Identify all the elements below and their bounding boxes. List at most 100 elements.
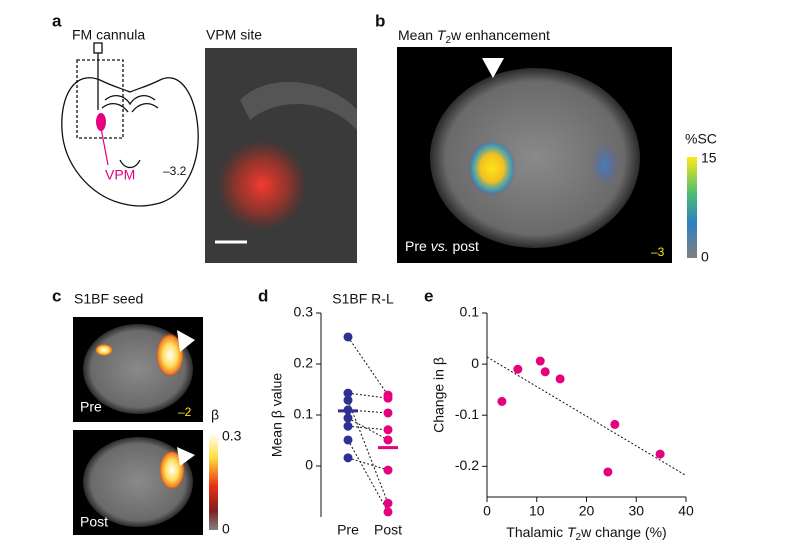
x-tick-label: 30 [628,503,644,519]
y-tick-label: 0.3 [294,304,314,320]
coordinate: –2 [178,405,192,419]
brain-slice [430,68,640,248]
enhancement-blob [591,143,619,187]
region-label: VPM [105,167,135,183]
red-glow [217,140,307,230]
text-part: post [449,238,479,254]
colorbar-title: β [211,407,219,423]
panel-label: e [424,286,433,305]
text-part: vs. [431,238,449,254]
dot [343,435,353,445]
y-axis-label: Mean β value [269,373,285,458]
point [655,449,665,459]
x-axis-label: Thalamic T2w change (%) [506,524,666,543]
text-part: w enhancement [450,27,550,43]
panel-label: c [52,286,61,305]
panel-title: Mean T2w enhancement [398,27,550,46]
point [540,367,550,377]
colorbar [687,157,697,258]
pair-line [347,400,389,504]
y-tick-label: -0.2 [455,457,479,473]
pair-line [347,425,389,431]
pair-line [347,336,389,396]
panel-label: a [52,11,62,30]
enhancement-blob [468,140,516,196]
colorbar-tick: 0 [701,249,709,265]
panel-title: S1BF seed [74,291,143,307]
seed-activation [159,450,185,490]
x-tick-label: Post [374,522,402,538]
pair-line [347,392,389,399]
y-tick-label: 0 [305,457,313,473]
y-tick-label: -0.1 [455,406,479,422]
dot [343,405,353,415]
dot [343,388,353,398]
point [497,396,507,406]
y-axis-label: Change in β [431,357,447,433]
pair-line [347,439,389,513]
arrowhead [177,447,195,466]
dot [383,425,393,435]
vpm-region [96,113,106,131]
schematic-title: FM cannula [72,27,145,43]
image-caption: Pre vs. post [405,238,479,254]
panel-label: d [258,286,268,305]
x-tick-label: Pre [337,522,359,538]
text-part: 2 [576,532,582,543]
dot [383,498,393,508]
arrowhead [177,330,195,352]
dot [343,453,353,463]
text-part: Mean [398,27,437,43]
x-tick-label: 20 [579,503,595,519]
coordinate: –3 [651,245,665,259]
text-part: 2 [445,35,451,46]
colorbar [209,433,218,530]
text-part: Pre [405,238,431,254]
dot [343,413,353,423]
panel-label: b [375,11,385,30]
colorbar-tick: 0 [222,521,230,537]
colorbar-tick: 0.3 [222,428,242,444]
y-tick-label: 0.1 [460,304,480,320]
point [555,374,565,384]
dot [343,421,353,431]
point [535,356,545,366]
coordinate: –3.2 [163,164,187,178]
y-tick-label: 0.2 [294,355,314,371]
text-part: w change (%) [580,524,667,540]
x-tick-label: 10 [529,503,545,519]
dot [343,395,353,405]
activation [95,344,113,356]
seed-activation [156,333,184,377]
image-caption: Pre [80,399,102,415]
dot [343,332,353,342]
dot [383,435,393,445]
fit-line [486,356,687,476]
x-tick-label: 40 [678,503,694,519]
brain-schematic [61,42,199,207]
dot [383,465,393,475]
pair-line [347,417,389,441]
dot [383,393,393,403]
arrowhead [482,58,504,78]
text-part: T [567,524,577,540]
y-tick-label: 0 [471,355,479,371]
dot [383,408,393,418]
pair-line [347,457,389,471]
pair-line [347,409,389,414]
point [513,364,523,374]
image-title: VPM site [206,27,262,43]
point [603,467,613,477]
text-part: T [437,27,447,43]
y-tick-label: 0.1 [294,406,314,422]
colorbar-title: %SC [685,131,717,147]
chart-title: S1BF R-L [332,291,394,307]
dot [383,507,393,517]
colorbar-tick: 15 [701,150,717,166]
image-caption: Post [80,514,108,530]
point [610,419,620,429]
pointer [100,127,109,166]
x-tick-label: 0 [483,503,491,519]
image-texture [240,81,357,130]
